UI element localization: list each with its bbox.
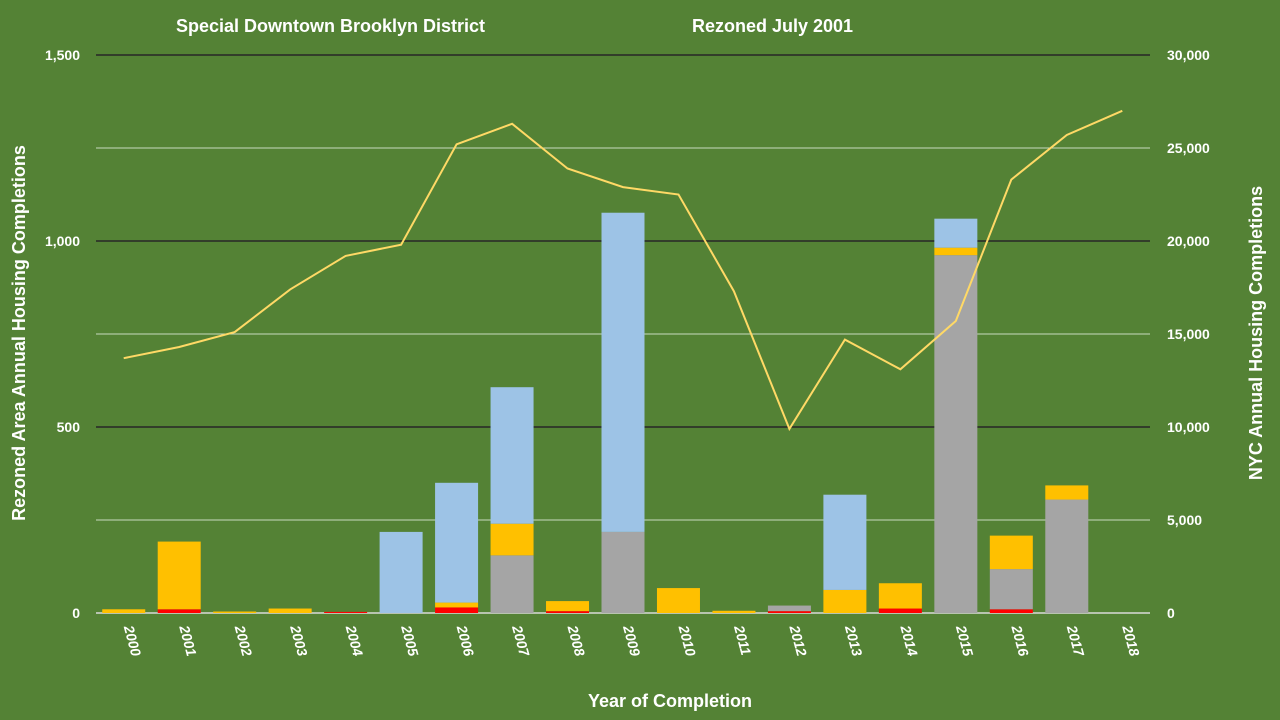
bar-segment xyxy=(934,218,978,248)
x-tick-label: 2018 xyxy=(1119,623,1143,658)
y-tick-label: 500 xyxy=(57,419,81,435)
y2-tick-label: 20,000 xyxy=(1167,233,1210,249)
bar-segment xyxy=(324,611,368,613)
x-tick-label: 2000 xyxy=(121,623,145,658)
bar-segment xyxy=(490,523,534,556)
x-tick-label: 2001 xyxy=(176,623,200,658)
bar-segment xyxy=(823,589,867,613)
y2-axis-title: NYC Annual Housing Completions xyxy=(1246,186,1266,480)
y-tick-label: 0 xyxy=(72,605,80,621)
bar-segment xyxy=(490,387,534,524)
y2-tick-label: 5,000 xyxy=(1167,512,1202,528)
x-tick-label: 2002 xyxy=(232,623,256,658)
bar-segment xyxy=(157,541,201,610)
bar-segment xyxy=(934,247,978,256)
x-tick-label: 2010 xyxy=(675,623,699,658)
bar-segment xyxy=(435,482,479,603)
y-tick-label: 1,500 xyxy=(45,47,80,63)
nyc-line xyxy=(123,109,1123,432)
y-axis-title: Rezoned Area Annual Housing Completions xyxy=(9,145,29,521)
tick-labels: 0 500 1,000 1,500 0 5,000 10,000 15,000 20,000 25… xyxy=(45,47,1210,659)
y2-tick-label: 0 xyxy=(1167,605,1175,621)
bar-segment xyxy=(546,611,590,613)
bar-segment xyxy=(1045,485,1089,500)
chart-title-left: Special Downtown Brooklyn District xyxy=(176,16,485,36)
bar-segment xyxy=(823,494,867,590)
x-tick-label: 2017 xyxy=(1064,623,1088,659)
bar-segment xyxy=(601,531,645,613)
bar-segment xyxy=(1045,499,1089,613)
bar-segment xyxy=(601,212,645,532)
x-tick-label: 2009 xyxy=(620,623,644,658)
x-tick-label: 2012 xyxy=(786,623,810,658)
bar-segment xyxy=(213,611,257,613)
x-tick-label: 2015 xyxy=(953,623,977,658)
x-tick-label: 2005 xyxy=(398,623,422,658)
bar-segment xyxy=(989,535,1033,570)
y2-tick-label: 25,000 xyxy=(1167,140,1210,156)
bar-segment xyxy=(435,602,479,608)
y2-tick-label: 30,000 xyxy=(1167,47,1210,63)
x-tick-label: 2008 xyxy=(564,623,588,658)
x-tick-label: 2007 xyxy=(509,623,533,659)
bar-segment xyxy=(656,588,700,613)
nyc-completions-line xyxy=(123,109,1123,432)
bar-segment xyxy=(712,610,756,613)
x-axis-title: Year of Completion xyxy=(588,691,752,711)
bar-segment xyxy=(878,608,922,613)
bar-segment xyxy=(767,611,811,613)
x-tick-label: 2014 xyxy=(897,623,921,658)
x-tick-label: 2003 xyxy=(287,623,311,658)
y2-tick-label: 10,000 xyxy=(1167,419,1210,435)
x-tick-label: 2013 xyxy=(842,623,866,658)
x-tick-label: 2011 xyxy=(731,623,755,657)
y2-tick-label: 15,000 xyxy=(1167,326,1210,342)
bar-segment xyxy=(989,569,1033,610)
bar-segment xyxy=(490,555,534,613)
bar-segment xyxy=(157,609,201,613)
bar-segment xyxy=(767,605,811,612)
chart-title-right: Rezoned July 2001 xyxy=(692,16,853,36)
bars xyxy=(102,212,1089,614)
bar-segment xyxy=(102,609,146,613)
bar-segment xyxy=(989,609,1033,613)
x-tick-label: 2004 xyxy=(342,623,366,658)
bar-segment xyxy=(934,255,978,614)
bar-segment xyxy=(268,608,312,613)
bar-segment xyxy=(379,531,423,613)
x-tick-label: 2016 xyxy=(1008,623,1032,658)
bar-segment xyxy=(435,607,479,613)
x-tick-label: 2006 xyxy=(453,623,477,658)
bar-segment xyxy=(878,583,922,609)
bar-segment xyxy=(546,601,590,612)
y-tick-label: 1,000 xyxy=(45,233,80,249)
